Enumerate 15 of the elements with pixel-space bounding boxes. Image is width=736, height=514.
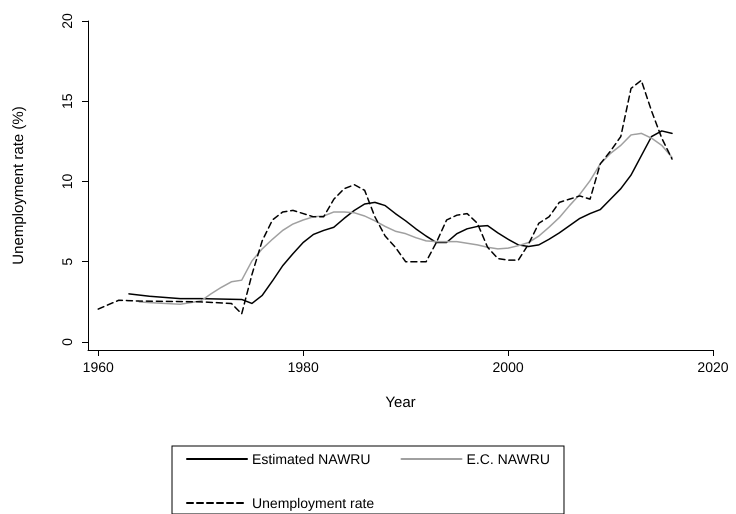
y-tick-label: 20 [59, 13, 75, 29]
x-tick-label: 1980 [288, 359, 319, 375]
x-tick-label: 2020 [697, 359, 729, 375]
y-tick-label: 0 [59, 338, 75, 346]
y-axis-title: Unemployment rate (%) [10, 106, 27, 265]
legend-label: Unemployment rate [252, 495, 374, 511]
y-tick-label: 5 [59, 258, 75, 266]
y-tick-label: 10 [59, 173, 75, 190]
line-series [97, 80, 673, 315]
y-tick-label: 15 [59, 93, 75, 110]
x-axis-title: Year [385, 394, 416, 411]
legend-label: E.C. NAWRU [466, 451, 550, 467]
x-tick-label: 1960 [82, 359, 114, 375]
legend-label: Estimated NAWRU [252, 451, 371, 467]
x-tick-label: 2000 [492, 359, 524, 375]
